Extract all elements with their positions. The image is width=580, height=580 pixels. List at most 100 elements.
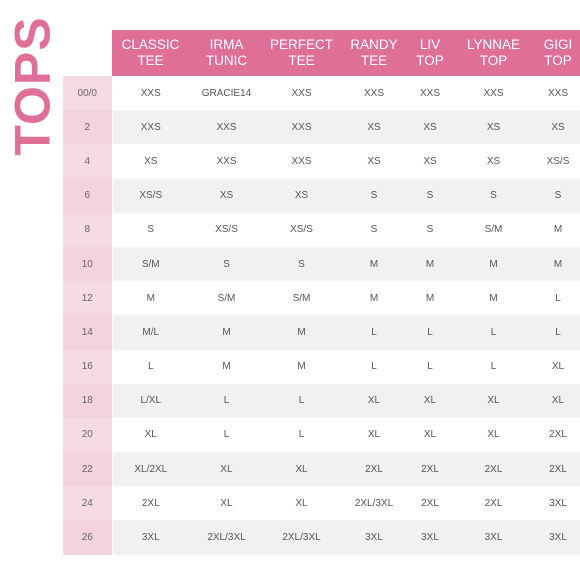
table-row: 18 L/XL L L XL XL XL XL	[63, 383, 580, 418]
table-cell: XS	[189, 178, 264, 213]
table-cell: S	[536, 178, 580, 213]
table-cell: XL	[451, 383, 536, 418]
table-cell: 2XL/3XL	[189, 520, 264, 555]
table-cell: L/XL	[112, 383, 189, 418]
table-cell: M	[451, 246, 536, 282]
table-cell: L	[339, 315, 409, 350]
size-label: 26	[63, 520, 113, 555]
column-header: LIV TOP	[409, 30, 451, 76]
column-header: CLASSIC TEE	[112, 30, 189, 76]
table-cell: XXS	[419, 87, 440, 99]
table-cell: S/M	[112, 246, 189, 282]
size-label: 22	[63, 452, 113, 487]
size-label: 14	[63, 315, 113, 350]
table-cell: S	[189, 246, 264, 282]
table-cell: M	[264, 315, 339, 350]
table-cell: XS	[451, 110, 536, 145]
table-cell: XXS	[483, 87, 504, 99]
table-cell: XXS	[547, 87, 568, 99]
size-chart-table: CLASSIC TEE IRMA TUNIC PERFECT TEE RANDY…	[63, 30, 580, 555]
table-cell: XXS	[291, 87, 312, 99]
column-header: PERFECT TEE	[264, 30, 339, 76]
table-cell: XS	[367, 155, 381, 167]
page-title: TOPS	[5, 16, 62, 156]
table-cell: XXS	[189, 110, 264, 145]
table-body: 00/0 XXS GRACIE14 XXS XXS XXS XXS XXS 2 XXS XXS XXS…	[63, 76, 580, 555]
table-cell: 3XL	[536, 520, 580, 555]
table-row: 24 2XL XL XL 2XL/3XL 2XL 2XL 3XL	[63, 486, 580, 521]
size-label: 4	[63, 144, 113, 179]
size-label: 16	[63, 349, 113, 384]
table-cell: 3XL	[549, 497, 567, 509]
table-row: 00/0 XXS GRACIE14 XXS XXS XXS XXS XXS	[63, 76, 580, 111]
table-cell: M	[297, 361, 306, 373]
table-cell: L	[147, 361, 154, 373]
table-cell: S/M	[484, 224, 503, 236]
table-cell: XS/S	[546, 155, 570, 167]
table-cell: XXS	[112, 110, 189, 145]
table-cell: XS/S	[112, 178, 189, 213]
table-row: 8 S XS/S XS/S S S S/M M	[63, 212, 580, 247]
table-cell: XL	[487, 429, 500, 441]
table-cell: XL	[295, 497, 308, 509]
table-row: 6 XS/S XS XS S S S S	[63, 178, 580, 213]
table-cell: XS	[536, 110, 580, 145]
table-row: 20 XL L L XL XL XL 2XL	[63, 417, 580, 453]
table-cell: S	[370, 224, 378, 236]
table-cell: XL	[367, 429, 381, 441]
table-cell: L	[298, 429, 305, 441]
table-cell: XS	[486, 155, 501, 167]
table-cell: 2XL/3XL	[264, 520, 339, 555]
table-cell: XL	[189, 452, 264, 487]
table-cell: M	[425, 292, 435, 304]
table-cell: S	[451, 178, 536, 213]
table-cell: XL	[536, 383, 580, 418]
table-cell: L	[490, 361, 497, 373]
table-cell: S/M	[217, 292, 236, 304]
size-label: 10	[63, 246, 113, 282]
table-cell: S	[426, 224, 434, 236]
table-cell: XS	[423, 155, 437, 167]
table-cell: 2XL	[549, 429, 567, 441]
table-row: 12 M S/M S/M M M M L	[63, 281, 580, 316]
table-cell: 2XL/3XL	[354, 497, 394, 509]
table-cell: L	[555, 292, 561, 304]
table-cell: M	[536, 246, 580, 282]
table-cell: XXS	[264, 110, 339, 145]
column-header: RANDY TEE	[339, 30, 409, 76]
table-cell: XL/2XL	[112, 452, 189, 487]
table-cell: L	[264, 383, 339, 418]
size-label: 20	[63, 417, 113, 453]
table-cell: M	[222, 361, 231, 373]
column-header: LYNNAE TOP	[451, 30, 536, 76]
table-cell: M	[409, 246, 451, 282]
size-label: 00/0	[63, 76, 113, 111]
table-cell: XS	[144, 155, 158, 167]
table-cell: 3XL	[112, 520, 189, 555]
table-cell: M	[189, 315, 264, 350]
table-cell: S	[409, 178, 451, 213]
table-cell: XL	[339, 383, 409, 418]
column-header: IRMA TUNIC	[189, 30, 264, 76]
table-cell: S	[264, 246, 339, 282]
table-cell: L	[189, 383, 264, 418]
table-cell: L	[371, 361, 377, 373]
table-cell: XXS	[363, 87, 384, 99]
table-cell: L	[223, 429, 230, 441]
table-cell: M	[553, 224, 563, 236]
table-cell: XL	[423, 429, 437, 441]
table-row: 2 XXS XXS XXS XS XS XS XS	[63, 110, 580, 145]
table-cell: 2XL	[451, 452, 536, 487]
table-cell: M/L	[112, 315, 189, 350]
table-cell: 2XL	[141, 497, 160, 509]
table-cell: 3XL	[451, 520, 536, 555]
table-cell: 2XL	[409, 452, 451, 487]
table-cell: XL	[144, 429, 157, 441]
size-label: 2	[63, 110, 113, 145]
table-cell: M	[339, 246, 409, 282]
table-cell: L	[451, 315, 536, 350]
table-cell: XL	[551, 361, 565, 373]
table-cell: XL	[220, 497, 233, 509]
header-row: CLASSIC TEE IRMA TUNIC PERFECT TEE RANDY…	[63, 30, 580, 76]
size-label: 6	[63, 178, 113, 213]
